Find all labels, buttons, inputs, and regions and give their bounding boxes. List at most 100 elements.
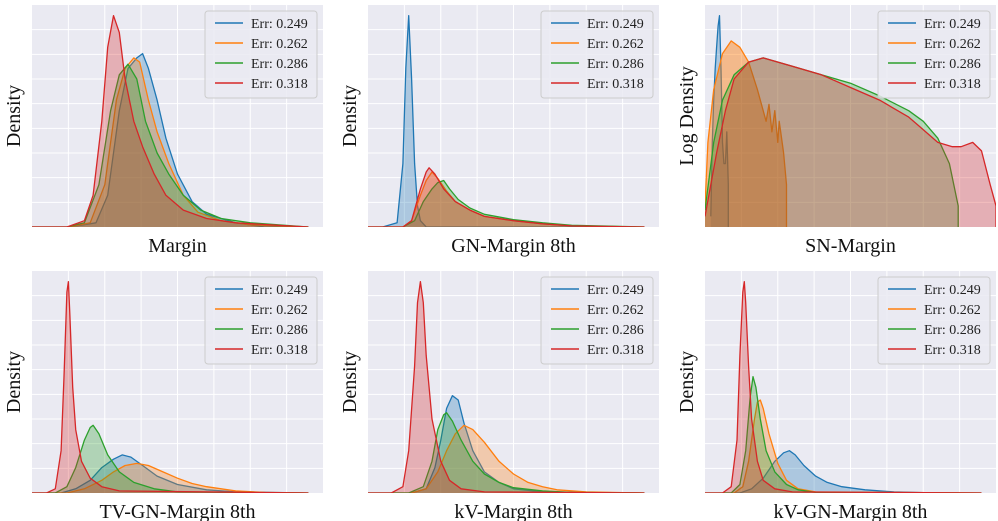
density-area-series-1 xyxy=(32,53,309,227)
density-line-series-3 xyxy=(368,179,645,227)
density-line-series-4 xyxy=(705,280,982,493)
plot-area xyxy=(368,14,645,227)
density-area-series-2 xyxy=(368,172,645,227)
density-area-series-3 xyxy=(32,64,309,227)
legend-label: Err: 0.286 xyxy=(251,323,308,338)
y-axis-label: Density xyxy=(3,85,25,147)
panel-5: Err: 0.249 Err: 0.262 Err: 0.286 Err: 0.318… xyxy=(339,271,659,521)
density-line-series-1 xyxy=(705,450,982,493)
density-area-series-4 xyxy=(368,167,645,227)
density-line-series-4 xyxy=(32,280,309,493)
legend-label: Err: 0.262 xyxy=(924,303,981,318)
x-axis-label: SN-Margin xyxy=(805,235,896,257)
plot-area xyxy=(32,280,309,493)
density-line-series-1 xyxy=(368,395,645,493)
density-area-series-3 xyxy=(368,412,645,493)
density-line-series-3 xyxy=(705,57,959,227)
panel-6: Err: 0.249 Err: 0.262 Err: 0.286 Err: 0.318… xyxy=(676,271,996,521)
plot-area xyxy=(32,14,309,227)
x-axis-label: Margin xyxy=(148,235,207,257)
legend-label: Err: 0.318 xyxy=(924,343,981,358)
density-line-series-4 xyxy=(368,167,645,227)
legend-box xyxy=(204,276,318,365)
density-line-series-3 xyxy=(32,63,309,227)
panel-2: Err: 0.249 Err: 0.262 Err: 0.286 Err: 0.318… xyxy=(339,5,659,257)
plot-area xyxy=(368,280,645,493)
legend-box xyxy=(877,10,991,99)
legend-label: Err: 0.262 xyxy=(251,37,308,52)
density-area-series-1 xyxy=(368,395,645,493)
density-line-series-1 xyxy=(710,14,729,227)
density-area-series-1 xyxy=(705,450,982,493)
grid xyxy=(368,271,659,493)
density-line-series-2 xyxy=(705,40,788,227)
legend-label: Err: 0.318 xyxy=(924,77,981,92)
density-area-series-4 xyxy=(705,57,996,227)
legend: Err: 0.249 Err: 0.262 Err: 0.286 Err: 0.318 xyxy=(204,276,318,365)
legend-label: Err: 0.249 xyxy=(924,283,981,298)
plot-area xyxy=(705,14,996,227)
density-area-series-3 xyxy=(705,57,959,227)
x-axis-label: TV-GN-Margin 8th xyxy=(99,501,255,521)
legend-label: Err: 0.249 xyxy=(251,283,308,298)
legend-label: Err: 0.286 xyxy=(251,57,308,72)
legend-box xyxy=(877,276,991,365)
y-axis-label: Density xyxy=(339,85,361,147)
legend-label: Err: 0.286 xyxy=(924,57,981,72)
density-line-series-4 xyxy=(32,14,309,227)
density-area-series-4 xyxy=(368,281,645,493)
legend-label: Err: 0.249 xyxy=(587,17,644,32)
density-area-series-4 xyxy=(32,15,309,227)
density-line-series-3 xyxy=(32,424,309,493)
plot-area xyxy=(705,280,982,493)
density-area-series-4 xyxy=(32,281,309,493)
density-line-series-3 xyxy=(368,412,645,493)
density-line-series-2 xyxy=(705,399,982,493)
x-axis-label: kV-Margin 8th xyxy=(454,501,572,521)
grid xyxy=(705,5,996,227)
density-line-series-2 xyxy=(368,424,645,493)
legend-label: Err: 0.318 xyxy=(251,343,308,358)
legend-label: Err: 0.318 xyxy=(587,343,644,358)
density-area-series-3 xyxy=(32,425,309,493)
legend-label: Err: 0.262 xyxy=(587,37,644,52)
y-axis-label: Density xyxy=(3,351,25,413)
density-area-series-1 xyxy=(32,454,309,493)
legend-label: Err: 0.262 xyxy=(924,37,981,52)
legend: Err: 0.249 Err: 0.262 Err: 0.286 Err: 0.318 xyxy=(540,276,654,365)
density-line-series-4 xyxy=(368,280,645,493)
legend-label: Err: 0.249 xyxy=(587,283,644,298)
density-line-series-2 xyxy=(32,462,309,493)
legend: Err: 0.249 Err: 0.262 Err: 0.286 Err: 0.318 xyxy=(877,10,991,99)
panel-1: Err: 0.249 Err: 0.262 Err: 0.286 Err: 0.318… xyxy=(3,5,323,257)
legend-label: Err: 0.286 xyxy=(924,323,981,338)
legend-label: Err: 0.262 xyxy=(251,303,308,318)
legend-box xyxy=(540,10,654,99)
legend: Err: 0.249 Err: 0.262 Err: 0.286 Err: 0.318 xyxy=(877,276,991,365)
density-area-series-2 xyxy=(32,57,309,227)
legend-label: Err: 0.318 xyxy=(251,77,308,92)
density-area-series-3 xyxy=(705,376,982,493)
legend-label: Err: 0.286 xyxy=(587,57,644,72)
density-line-series-1 xyxy=(32,454,309,493)
legend-label: Err: 0.286 xyxy=(587,323,644,338)
legend-label: Err: 0.249 xyxy=(924,17,981,32)
legend: Err: 0.249 Err: 0.262 Err: 0.286 Err: 0.318 xyxy=(540,10,654,99)
density-line-series-1 xyxy=(368,14,645,227)
legend-label: Err: 0.318 xyxy=(587,77,644,92)
legend-box xyxy=(204,10,318,99)
x-axis-label: kV-GN-Margin 8th xyxy=(774,501,928,521)
legend: Err: 0.249 Err: 0.262 Err: 0.286 Err: 0.318 xyxy=(204,10,318,99)
legend-label: Err: 0.262 xyxy=(587,303,644,318)
legend-label: Err: 0.249 xyxy=(251,17,308,32)
x-axis-label: GN-Margin 8th xyxy=(451,235,576,257)
density-area-series-1 xyxy=(710,15,729,227)
density-area-series-3 xyxy=(368,180,645,227)
density-area-series-2 xyxy=(705,40,787,227)
density-line-series-4 xyxy=(705,57,996,227)
panel-4: Err: 0.249 Err: 0.262 Err: 0.286 Err: 0.318… xyxy=(3,271,323,521)
density-area-series-2 xyxy=(368,425,645,493)
y-axis-label: Density xyxy=(676,351,698,413)
panel-3: Err: 0.249 Err: 0.262 Err: 0.286 Err: 0.318… xyxy=(676,5,996,257)
